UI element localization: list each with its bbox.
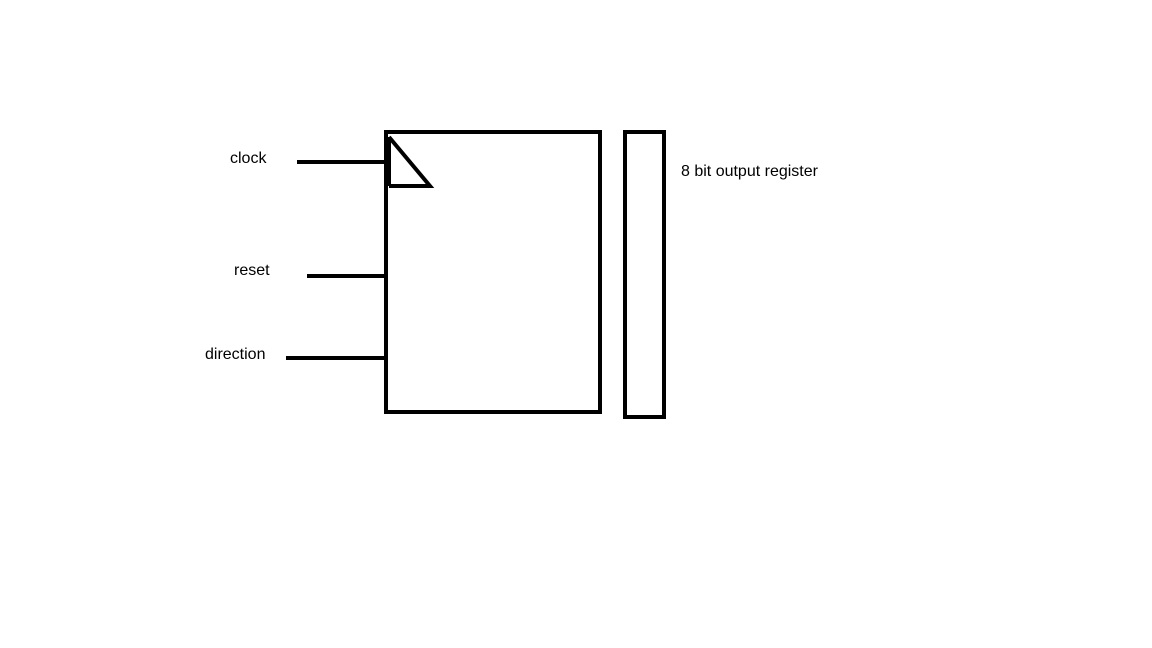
logic-block — [384, 130, 602, 414]
reset-label: reset — [234, 262, 270, 279]
clock-label: clock — [230, 150, 267, 167]
output-register-label: 8 bit output register — [681, 163, 818, 180]
direction-label: direction — [205, 346, 266, 363]
clock-edge-triangle — [387, 135, 435, 188]
output-register — [623, 130, 666, 419]
